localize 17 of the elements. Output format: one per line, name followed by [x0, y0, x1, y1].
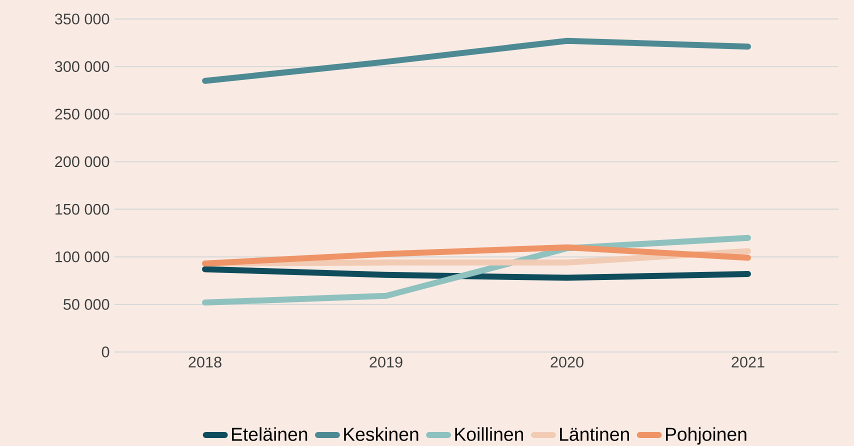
y-tick-label: 350 000 — [54, 14, 110, 24]
legend-label: Pohjoinen — [666, 427, 746, 445]
y-tick-label: 50 000 — [64, 298, 110, 310]
legend-label: Keskinen — [344, 427, 418, 441]
x-tick-label: 2018 — [188, 356, 222, 368]
legend-label: Koillinen — [455, 427, 524, 441]
y-tick-label: 150 000 — [56, 204, 110, 215]
y-tick-label: 300 000 — [54, 61, 110, 72]
y-tick-label: 250 000 — [55, 108, 110, 120]
y-tick-label: 100 000 — [56, 251, 110, 262]
x-tick-label: 2020 — [550, 356, 584, 368]
y-tick-label: 200 000 — [55, 156, 110, 168]
legend-label: Läntinen — [560, 427, 629, 441]
legend-label: Eteläinen — [232, 427, 308, 441]
x-tick-label: 2021 — [732, 356, 764, 368]
y-tick-label: 0 — [102, 346, 110, 358]
x-tick-label: 2019 — [370, 356, 402, 368]
